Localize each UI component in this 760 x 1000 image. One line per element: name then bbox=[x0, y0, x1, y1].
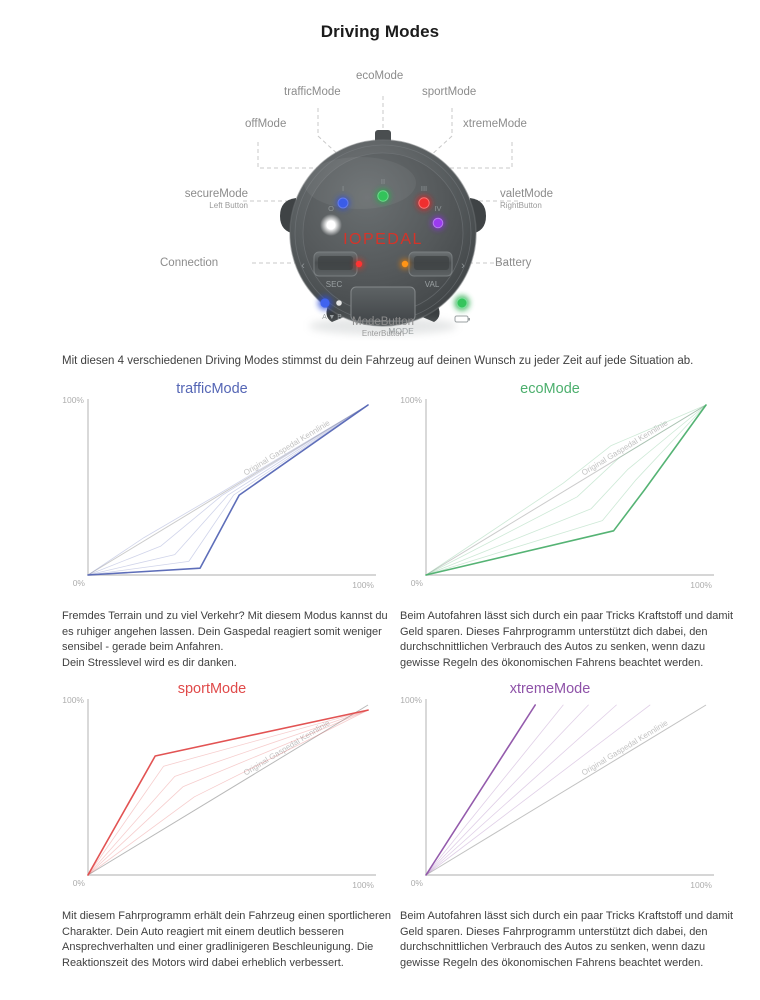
axis-label-y: 100% bbox=[400, 395, 422, 405]
device-diagram: O I II III IV IOPEDAL SEC ‹ bbox=[0, 58, 760, 348]
label-battery: Battery bbox=[495, 257, 532, 269]
page-title: Driving Modes bbox=[320, 22, 440, 41]
label-valet-mode: valetMode RightButton bbox=[500, 188, 610, 210]
mode-card-eco: ecoMode 100% 0% 100% Original Gaspedal Kenn… bbox=[400, 375, 740, 671]
label-valet-mode-main: valetMode bbox=[500, 188, 554, 200]
mode-card-sport: sportMode 100% 0% 100% Original Gaspedal Ke… bbox=[62, 675, 402, 971]
battery-indicator bbox=[454, 295, 470, 323]
axis-label-origin: 0% bbox=[411, 578, 424, 588]
series-line bbox=[87, 404, 369, 576]
series-line bbox=[425, 704, 589, 876]
axis-label-x: 100% bbox=[690, 880, 712, 890]
mode-card-traffic: trafficMode 100% 0% 100% Original Gaspedal … bbox=[62, 375, 402, 671]
label-mode-button-main: ModeButton bbox=[351, 316, 414, 328]
label-sport-mode: sportMode bbox=[422, 86, 477, 98]
series-line bbox=[425, 704, 617, 876]
label-secure-mode-sub: Left Button bbox=[209, 201, 248, 210]
mode-description-eco: Beim Autofahren lässt sich durch ein paa… bbox=[400, 610, 734, 669]
secure-button-cap: SEC bbox=[326, 280, 343, 289]
axis-label-y: 100% bbox=[400, 695, 422, 705]
series-line bbox=[87, 709, 369, 876]
svg-text:III: III bbox=[421, 184, 427, 193]
series-line bbox=[87, 404, 369, 576]
label-valet-mode-sub: RightButton bbox=[500, 201, 542, 210]
chart-plot-sport: 100%0% 100%Original Gaspedal Kennlinie bbox=[62, 695, 376, 890]
mode-description-traffic: Fremdes Terrain und zu viel Verkehr? Mit… bbox=[62, 610, 388, 669]
intro-paragraph: Mit diesen 4 verschiedenen Driving Modes… bbox=[62, 355, 694, 367]
label-secure-mode-main: secureMode bbox=[184, 188, 248, 200]
right-chevron-icon: › bbox=[461, 260, 465, 272]
series-line bbox=[87, 404, 369, 576]
mode-description-xtreme: Beim Autofahren lässt sich durch ein paa… bbox=[400, 910, 734, 969]
axis-label-origin: 0% bbox=[73, 878, 86, 888]
brand-logo: IOPEDAL bbox=[343, 231, 423, 248]
series-line bbox=[425, 404, 707, 576]
axis-label-x: 100% bbox=[690, 580, 712, 590]
led-row-bottom bbox=[320, 214, 445, 236]
reference-diagonal bbox=[425, 704, 707, 876]
led-row-top bbox=[336, 189, 431, 210]
chart-title-eco: ecoMode bbox=[520, 381, 580, 397]
label-connection: Connection bbox=[160, 257, 219, 269]
chart-traffic: trafficMode 100% 0% 100% Original Gaspedal … bbox=[62, 375, 392, 607]
valet-button[interactable]: VAL › bbox=[400, 251, 465, 289]
reference-diagonal bbox=[87, 704, 369, 876]
chart-eco: ecoMode 100% 0% 100% Original Gaspedal Kenn… bbox=[400, 375, 730, 607]
valet-button-cap: VAL bbox=[425, 280, 440, 289]
svg-text:O: O bbox=[328, 204, 334, 213]
axis-label-y: 100% bbox=[62, 695, 84, 705]
chart-plot-eco: 100% 0% 100% Original Gaspedal Kennlinie bbox=[400, 395, 714, 590]
label-off-mode: offMode bbox=[245, 118, 287, 130]
axis-label-y: 100% bbox=[62, 395, 84, 405]
series-line bbox=[425, 404, 707, 576]
series-line bbox=[425, 404, 707, 576]
series-line bbox=[425, 704, 651, 876]
chart-plot-traffic: 100% 0% 100% Original Gaspedal Kennlinie bbox=[62, 395, 376, 590]
chart-title-xtreme: xtremeMode bbox=[509, 681, 591, 697]
device-illustration: O I II III IV IOPEDAL SEC ‹ bbox=[243, 96, 518, 336]
series-line bbox=[425, 704, 536, 876]
series-line bbox=[425, 404, 707, 576]
mode-button[interactable]: MODE bbox=[350, 286, 416, 336]
axis-label-x: 100% bbox=[352, 580, 374, 590]
axis-label-origin: 0% bbox=[411, 878, 424, 888]
axis-label-origin: 0% bbox=[73, 578, 86, 588]
label-xtreme-mode: xtremeMode bbox=[463, 118, 527, 130]
label-secure-mode: secureMode Left Button bbox=[140, 188, 248, 210]
chart-sport: sportMode 100% 0% 100% Original Gaspedal Ke… bbox=[62, 675, 392, 907]
chart-title-traffic: trafficMode bbox=[176, 381, 248, 397]
series-line bbox=[425, 704, 564, 876]
series-line bbox=[87, 709, 369, 876]
mode-description-sport: Mit diesem Fahrprogramm erhält dein Fahr… bbox=[62, 910, 391, 969]
connection-indicator: A ▼ B bbox=[318, 296, 342, 321]
label-eco-mode: ecoMode bbox=[356, 70, 404, 82]
secure-button[interactable]: SEC ‹ bbox=[301, 251, 364, 289]
axis-label-x: 100% bbox=[352, 880, 374, 890]
series-line bbox=[87, 709, 369, 876]
svg-text:I: I bbox=[342, 184, 344, 193]
mode-button-cap: MODE bbox=[388, 326, 414, 336]
antenna-cap: A ▼ B bbox=[322, 314, 342, 321]
left-chevron-icon: ‹ bbox=[301, 260, 305, 272]
series-line bbox=[87, 404, 369, 576]
label-traffic-mode: trafficMode bbox=[284, 86, 341, 98]
svg-text:II: II bbox=[381, 177, 385, 186]
series-line bbox=[87, 404, 369, 576]
svg-text:IV: IV bbox=[434, 204, 441, 213]
reference-diagonal bbox=[425, 404, 707, 576]
label-mode-button-sub: EnterButton bbox=[361, 329, 405, 338]
chart-title-sport: sportMode bbox=[177, 681, 247, 697]
mode-card-xtreme: xtremeMode 100% 0% 100% Original Gaspedal K… bbox=[400, 675, 740, 971]
led-numeral-marks: O I II III IV bbox=[328, 177, 441, 213]
label-mode-button: ModeButton EnterButton bbox=[350, 316, 416, 338]
diagonal-annotation: Original Gaspedal Kennlinie bbox=[580, 418, 670, 477]
chart-xtreme: xtremeMode 100% 0% 100% Original Gaspedal K… bbox=[400, 675, 730, 907]
chart-plot-xtreme: 100%0% 100%Original Gaspedal Kennlinie bbox=[400, 695, 714, 890]
diagonal-annotation: Original Gaspedal Kennlinie bbox=[242, 418, 332, 477]
reference-diagonal bbox=[87, 404, 369, 576]
series-line bbox=[87, 709, 369, 876]
series-line bbox=[425, 404, 707, 576]
series-line bbox=[87, 709, 369, 876]
